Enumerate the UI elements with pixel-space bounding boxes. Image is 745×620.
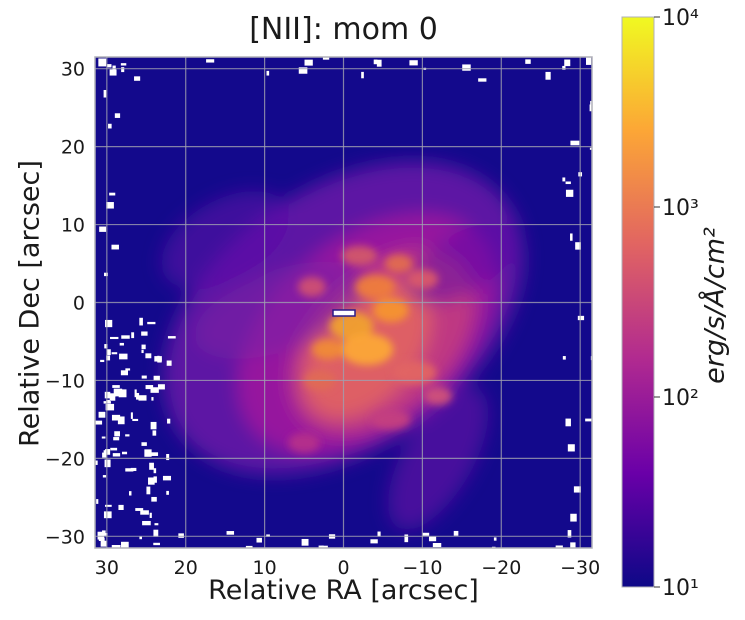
y-tick-label: 30 [61,59,85,81]
axes-frame [94,56,593,549]
x-tick-label: 10 [253,557,277,579]
colorbar-tick-labels: 10¹ 10² 10³ 10⁴ [654,6,699,601]
colorbar [621,16,655,588]
heatmap-image [95,57,592,548]
y-tick-labels: 30 20 10 0 −10 −20 −30 [45,59,85,549]
colorbar-tick-label: 10⁴ [662,6,699,31]
y-tick-label: −20 [45,448,85,470]
x-tick-label: −20 [481,557,521,579]
y-tick-label: −30 [45,526,85,548]
colorbar-tick-label: 10² [662,386,699,411]
chart-title: [NII]: mom 0 [249,12,438,47]
x-tick-label: −30 [560,557,600,579]
x-axis-label: Relative RA [arcsec] [208,575,479,606]
y-tick-label: 0 [73,293,85,315]
y-tick-label: −10 [45,370,85,392]
colorbar-tick-label: 10¹ [662,576,699,601]
colorbar-tick-label: 10³ [662,196,699,221]
x-tick-label: 20 [174,557,198,579]
center-marker [332,309,356,317]
x-tick-label: 30 [95,557,119,579]
y-tick-label: 20 [61,137,85,159]
y-tick-label: 10 [61,215,85,237]
x-tick-label: −10 [402,557,442,579]
x-tick-labels: 30 20 10 0 −10 −20 −30 [95,557,600,579]
x-tick-label: 0 [337,557,349,579]
